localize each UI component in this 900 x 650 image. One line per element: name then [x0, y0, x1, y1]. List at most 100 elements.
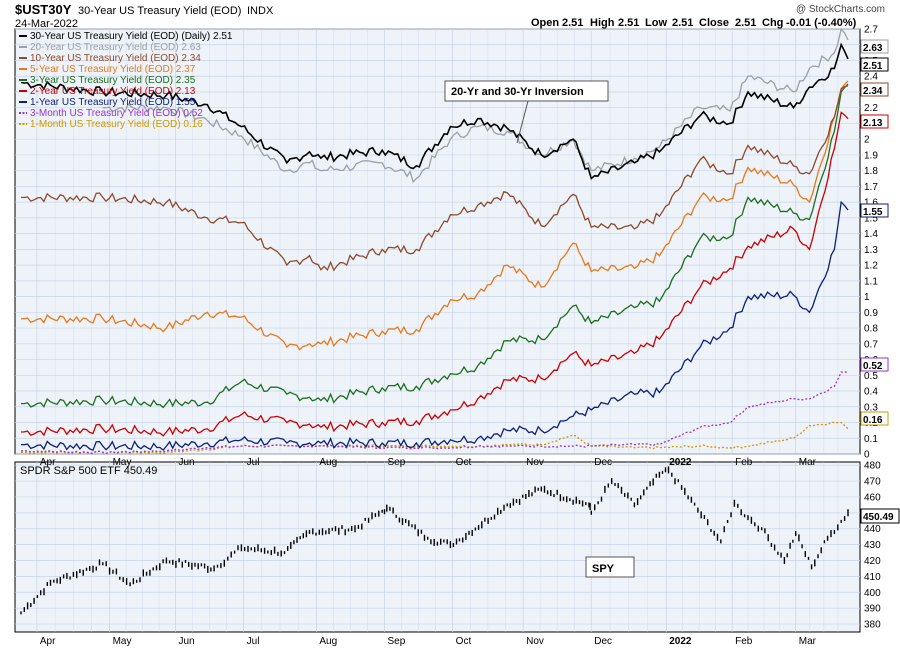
yield-x-axis: Apr May Jun Jul Aug Sep Oct Nov Dec 2022 Feb Mar — [40, 457, 817, 468]
close-label: Close — [699, 17, 729, 29]
chg-value: -0.01 (-0.40%) — [786, 17, 857, 29]
spy-plot-area — [14, 461, 861, 633]
y-tick-label: 1.5 — [864, 213, 878, 224]
y-tick-label: 1.4 — [864, 229, 878, 240]
y-tick-label: 1.1 — [864, 276, 878, 287]
x-tick-label: Dec — [594, 457, 612, 468]
x-tick-label: May — [113, 457, 132, 468]
close-value: 2.51 — [735, 17, 756, 29]
date-label: 24-Mar-2022 — [15, 18, 78, 30]
y-tick-label: 2.2 — [864, 103, 878, 114]
y-tick-label: 2.4 — [864, 72, 878, 83]
x-tick-label: Jul — [247, 636, 260, 647]
y-tick-label: 0 — [864, 450, 870, 461]
y-tick-label: 0.7 — [864, 339, 878, 350]
legend-entry-y10: 10-Year US Treasury Yield (EOD) 2.34 — [30, 53, 201, 64]
x-tick-label: Mar — [799, 636, 817, 647]
spy-label-annotation: SPY — [585, 556, 635, 578]
x-tick-label: Oct — [456, 636, 472, 647]
y-tick-label: 0.1 — [864, 434, 878, 445]
spy-last-tag: 450.49 — [860, 508, 900, 524]
x-tick-label: Aug — [319, 636, 337, 647]
y-tick-label: 0.9 — [864, 308, 878, 319]
last-tag-box-y30 — [860, 57, 889, 72]
y-tick-label: 400 — [864, 588, 881, 599]
last-tag-text-y30: 2.51 — [863, 61, 883, 72]
y-tick-label: 1.9 — [864, 150, 878, 161]
y-tick-label: 1.7 — [864, 182, 878, 193]
last-tag-text-m1: 0.16 — [863, 415, 883, 426]
last-tag-box-m3 — [860, 357, 889, 372]
legend-entry-y20: 20-Year US Treasury Yield (EOD) 2.63 — [30, 42, 201, 53]
chart-title: 30-Year US Treasury Yield (EOD) — [78, 5, 241, 17]
series-line-y1 — [20, 200, 849, 452]
y-tick-label: 1.3 — [864, 245, 878, 256]
high-label: High — [590, 17, 615, 29]
last-tag-box-m1 — [860, 411, 889, 426]
spy-label-box — [585, 556, 635, 578]
x-tick-label: 2022 — [669, 636, 692, 647]
chg-label: Chg — [762, 17, 783, 29]
spy-series — [20, 466, 849, 615]
legend-entry-y5: 5-Year US Treasury Yield (EOD) 2.37 — [30, 64, 196, 75]
x-tick-label: Apr — [40, 457, 56, 468]
exchange: INDX — [247, 5, 274, 17]
spy-y-axis: 380390400410420430440450460470480 — [864, 461, 881, 631]
open-value: 2.51 — [562, 17, 583, 29]
last-tag-text-y2: 2.13 — [863, 118, 883, 129]
series-line-y2 — [20, 111, 849, 437]
spy-grid — [15, 462, 860, 632]
y-tick-label: 380 — [864, 620, 881, 631]
yield-series — [20, 27, 849, 455]
last-tag-text-y1: 1.55 — [863, 207, 883, 218]
spy-last-tag-box — [860, 508, 900, 524]
series-line-y3 — [21, 83, 849, 409]
y-tick-label: 440 — [864, 524, 881, 535]
ohlc-readout: Open 2.51 High 2.51 Low 2.51 Close 2.51 … — [531, 17, 857, 29]
x-tick-label: May — [113, 636, 132, 647]
x-tick-label: Jun — [178, 457, 194, 468]
series-line-m1 — [21, 421, 849, 455]
x-tick-label: Sep — [388, 457, 406, 468]
x-tick-label: Dec — [594, 636, 612, 647]
legend-entry-y3: 3-Year US Treasury Yield (EOD) 2.35 — [30, 75, 196, 86]
credit: @ StockCharts.com — [796, 4, 885, 15]
legend: 30-Year US Treasury Yield (EOD) (Daily) … — [19, 31, 233, 130]
legend-entry-m3: 3-Month US Treasury Yield (EOD) 0.52 — [30, 108, 203, 119]
low-value: 2.51 — [672, 17, 693, 29]
y-tick-label: 1.6 — [864, 198, 878, 209]
high-value: 2.51 — [618, 17, 639, 29]
yield-plot-area — [14, 28, 861, 455]
series-line-y20 — [102, 27, 849, 184]
y-tick-label: 1.8 — [864, 166, 878, 177]
x-tick-label: Feb — [735, 457, 753, 468]
inversion-annotation-text: 20-Yr and 30-Yr Inversion — [451, 86, 584, 98]
x-tick-label: Jun — [178, 636, 194, 647]
x-tick-label: Mar — [799, 457, 817, 468]
spy-bars — [20, 466, 849, 615]
y-tick-label: 0.5 — [864, 371, 878, 382]
yield-last-value-tags: 2.632.512.342.131.550.520.16 — [860, 39, 889, 426]
inversion-annotation-pointer — [516, 100, 529, 144]
x-tick-label: Aug — [319, 457, 337, 468]
last-tag-box-y20 — [860, 39, 889, 54]
y-tick-label: 480 — [864, 461, 881, 472]
x-tick-label: Nov — [526, 636, 544, 647]
last-tag-box-y1 — [860, 203, 889, 218]
x-tick-label: Feb — [735, 636, 753, 647]
legend-entry-m1: 1-Month US Treasury Yield (EOD) 0.16 — [30, 119, 203, 130]
y-tick-label: 460 — [864, 492, 881, 503]
x-tick-label: Jul — [247, 457, 260, 468]
last-tag-text-m3: 0.52 — [863, 361, 883, 372]
open-label: Open — [531, 17, 559, 29]
y-tick-label: 0.4 — [864, 387, 878, 398]
legend-entry-y1: 1-Year US Treasury Yield (EOD) 1.55 — [30, 97, 196, 108]
y-tick-label: 420 — [864, 556, 881, 567]
low-label: Low — [645, 17, 667, 29]
x-tick-label: 2022 — [669, 457, 692, 468]
y-tick-label: 2.7 — [864, 25, 878, 36]
legend-entry-y2: 2-Year US Treasury Yield (EOD) 2.13 — [30, 86, 196, 97]
y-tick-label: 390 — [864, 604, 881, 615]
